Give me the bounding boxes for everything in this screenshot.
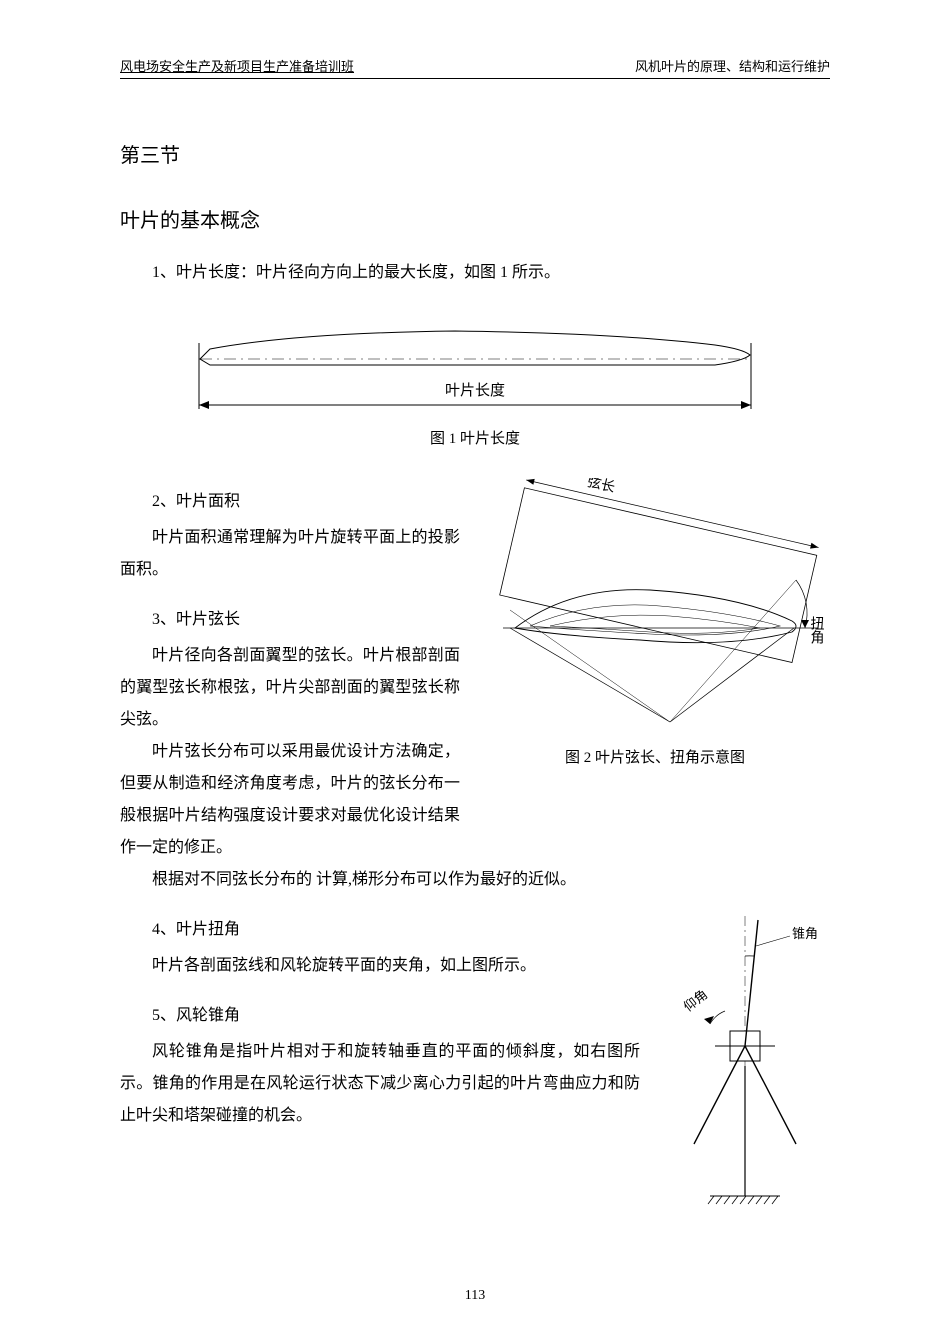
item-4-heading: 4、叶片扭角 [120,914,640,946]
item-2-p1: 叶片面积通常理解为叶片旋转平面上的投影面积。 [120,522,460,586]
item-4-p1: 叶片各剖面弦线和风轮旋转平面的夹角，如上图所示。 [120,950,640,982]
header-right: 风机叶片的原理、结构和运行维护 [635,56,830,75]
figure-1: 叶片长度 图 1 叶片长度 [195,319,755,448]
item-3-p1: 叶片径向各剖面翼型的弦长。叶片根部剖面的翼型弦长称根弦，叶片尖部剖面的翼型弦长称… [120,640,460,736]
page-header: 风电场安全生产及新项目生产准备培训班 风机叶片的原理、结构和运行维护 [120,56,830,79]
svg-text:锥角: 锥角 [792,926,818,941]
header-left: 风电场安全生产及新项目生产准备培训班 [120,56,354,75]
figure-1-svg: 叶片长度 [195,319,755,419]
figure-2-svg: 弦长 扭角 [480,478,830,738]
fig1-in-label: 叶片长度 [445,382,505,399]
figure-3: 锥角 仰角 [650,896,830,1216]
column-right: 弦长 扭角 图 2 叶片弦长、扭角示意图 [480,468,830,864]
item-5-p1: 风轮锥角是指叶片相对于和旋转轴垂直的平面的倾斜度，如右图所示。锥角的作用是在风轮… [120,1036,640,1132]
section-title: 叶片的基本概念 [120,204,830,233]
figure-2-caption: 图 2 叶片弦长、扭角示意图 [480,746,830,767]
section-4-5-wrap: 4、叶片扭角 叶片各剖面弦线和风轮旋转平面的夹角，如上图所示。 5、风轮锥角 风… [120,896,830,1216]
document-page: 风电场安全生产及新项目生产准备培训班 风机叶片的原理、结构和运行维护 第三节 叶… [0,0,950,1344]
figure-2: 弦长 扭角 图 2 叶片弦长、扭角示意图 [480,478,830,767]
figure-3-svg: 锥角 仰角 [650,896,830,1216]
item-3-p2: 叶片弦长分布可以采用最优设计方法确定，但要从制造和经济角度考虑，叶片的弦长分布一… [120,736,460,864]
two-column-section: 2、叶片面积 叶片面积通常理解为叶片旋转平面上的投影面积。 3、叶片弦长 叶片径… [120,468,830,864]
section-4-5-left: 4、叶片扭角 叶片各剖面弦线和风轮旋转平面的夹角，如上图所示。 5、风轮锥角 风… [120,896,640,1216]
item-3-heading: 3、叶片弦长 [120,604,460,636]
svg-text:仰角: 仰角 [681,987,711,1015]
section-number: 第三节 [120,139,830,168]
page-number: 113 [0,1288,950,1304]
svg-text:弦长: 弦长 [586,478,617,496]
item-5-heading: 5、风轮锥角 [120,1000,640,1032]
item-1-line: 1、叶片长度：叶片径向方向上的最大长度，如图 1 所示。 [120,257,830,289]
figure-1-caption: 图 1 叶片长度 [195,427,755,448]
svg-text:扭角: 扭角 [809,616,825,645]
item-3-p3: 根据对不同弦长分布的 计算,梯形分布可以作为最好的近似。 [120,864,640,896]
item-2-heading: 2、叶片面积 [120,486,460,518]
column-left: 2、叶片面积 叶片面积通常理解为叶片旋转平面上的投影面积。 3、叶片弦长 叶片径… [120,468,460,864]
